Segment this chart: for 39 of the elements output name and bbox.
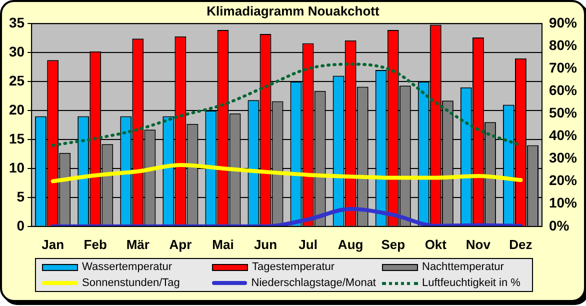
y2-tick-label: 10% — [548, 194, 578, 211]
y-tick-label: 35 — [8, 14, 25, 30]
y2-tick-label: 40% — [548, 127, 578, 144]
y-tick-label: 5 — [16, 188, 25, 204]
y2-tick-label: 90% — [548, 14, 578, 30]
x-tick-label: Aug — [338, 236, 364, 252]
x-tick-label: Apr — [169, 236, 192, 252]
y2-tick-label: 0% — [548, 217, 570, 234]
y-tick-label: 25 — [8, 72, 25, 88]
y2-tick-label: 20% — [548, 172, 578, 188]
y2-tick-label: 80% — [548, 36, 578, 53]
y2-tick-label: 60% — [548, 82, 578, 98]
line-series — [50, 162, 523, 184]
y-tick-label: 0 — [16, 217, 25, 234]
x-tick-label: Jun — [254, 236, 278, 252]
x-tick-label: Dez — [509, 236, 533, 252]
x-tick-label: Sep — [381, 236, 406, 252]
legend-label: Niederschlagstage/Monat — [251, 277, 376, 289]
x-tick-label: Jul — [298, 236, 318, 252]
y2-tick-label: 30% — [548, 150, 578, 166]
legend-label: Sonnenstunden/Tag — [82, 277, 180, 289]
chart-title: Klimadiagramm Nouakchott — [206, 3, 380, 18]
x-tick-label: Okt — [424, 236, 448, 252]
x-tick-label: Nov — [466, 236, 492, 252]
y-tick-label: 10 — [8, 159, 25, 176]
legend-label: Luftfeuchtigkeit in % — [422, 277, 520, 289]
line-series — [50, 207, 523, 226]
legend-label: Nachttemperatur — [422, 261, 504, 273]
y-tick-label: 30 — [8, 43, 25, 60]
y2-tick-label: 50% — [548, 104, 578, 121]
x-tick-label: Mai — [212, 236, 234, 252]
legend-label: Tagestemperatur — [252, 261, 335, 273]
y2-tick-label: 70% — [548, 60, 578, 76]
y-tick-label: 20 — [8, 101, 25, 118]
y-tick-label: 15 — [8, 130, 25, 146]
x-tick-label: Feb — [84, 236, 107, 252]
x-tick-label: Mär — [126, 236, 150, 252]
x-tick-label: Jan — [42, 236, 64, 252]
legend-label: Wassertemperatur — [82, 261, 172, 273]
